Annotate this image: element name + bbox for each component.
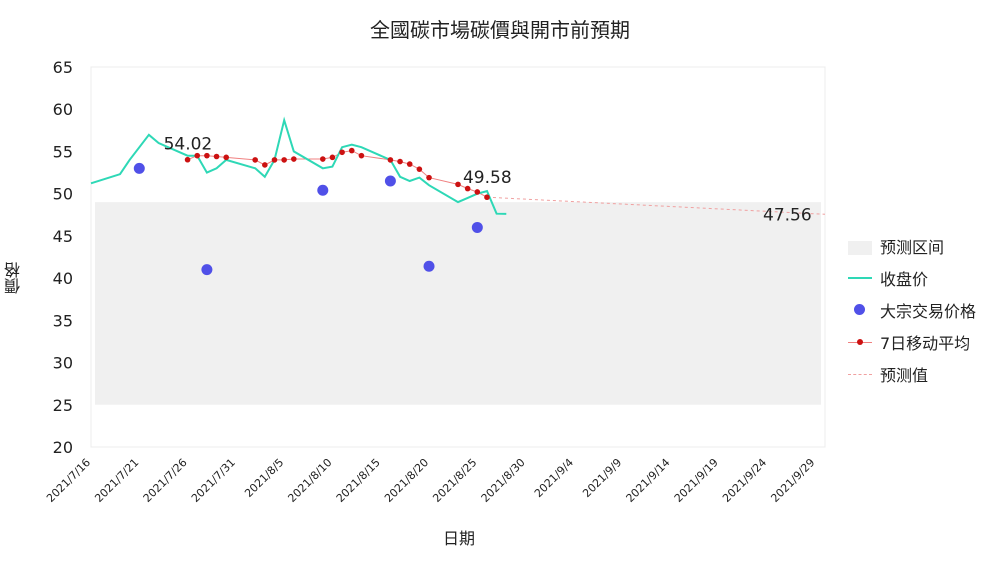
x-tick-label: 2021/9/14	[624, 456, 673, 505]
x-tick-label: 2021/8/25	[430, 456, 479, 505]
moving-average-point	[464, 185, 471, 192]
x-tick-label: 2021/7/31	[189, 456, 238, 505]
moving-average-point	[213, 153, 220, 160]
block-trade-point	[423, 260, 435, 272]
moving-average-point	[474, 189, 481, 195]
y-tick-label: 55	[53, 142, 73, 161]
x-tick-label: 2021/9/9	[580, 456, 624, 500]
y-tick-label: 40	[53, 269, 73, 288]
block-trade-point	[471, 221, 483, 233]
legend-item-close: 收盘价	[848, 262, 998, 294]
moving-average-point	[194, 152, 201, 159]
moving-average-point	[291, 156, 297, 162]
x-tick-label: 2021/8/30	[479, 456, 528, 505]
block-trade-point	[133, 162, 145, 174]
y-tick-label: 20	[53, 438, 73, 457]
legend-label: 大宗交易价格	[880, 302, 977, 321]
moving-average-point	[387, 157, 394, 163]
moving-average-point	[484, 194, 490, 201]
legend-label: 预测区间	[880, 238, 945, 257]
legend-label: 收盘价	[880, 270, 929, 289]
x-tick-label: 2021/8/20	[382, 456, 431, 505]
forecast-line	[486, 196, 826, 215]
x-tick-label: 2021/9/29	[768, 456, 817, 505]
x-tick-label: 2021/7/16	[44, 456, 93, 505]
line-swatch	[848, 268, 872, 288]
moving-average-point	[271, 157, 278, 163]
value-annotation: 47.56	[763, 205, 812, 225]
moving-average-point	[281, 157, 287, 163]
moving-average-point	[223, 154, 230, 161]
y-tick-label: 65	[53, 58, 73, 77]
moving-average-point	[348, 147, 355, 154]
x-tick-label: 2021/8/10	[285, 456, 334, 505]
moving-average-point	[204, 152, 210, 159]
x-tick-label: 2021/9/4	[532, 456, 576, 500]
y-tick-label: 50	[53, 185, 73, 204]
block-trade-point	[384, 175, 396, 187]
x-tick-label: 2021/7/26	[141, 456, 190, 505]
moving-average-point	[426, 174, 432, 181]
x-tick-label: 2021/8/15	[334, 456, 383, 505]
moving-average-point	[319, 156, 326, 162]
moving-average-point	[455, 181, 461, 188]
y-tick-label: 25	[53, 396, 73, 415]
moving-average-point	[406, 161, 413, 167]
x-tick-label: 2021/8/5	[242, 456, 286, 500]
y-tick-label: 30	[53, 354, 73, 373]
forecast-band	[95, 202, 821, 405]
moving-average-point	[358, 152, 365, 159]
moving-average-point	[252, 157, 258, 163]
legend-item-band: 预测区间	[848, 230, 998, 262]
moving-average-point	[397, 158, 403, 165]
y-tick-label: 45	[53, 227, 73, 246]
value-annotation: 49.58	[463, 168, 512, 188]
y-tick-label: 35	[53, 311, 73, 330]
legend-item-forecast: 预测值	[848, 358, 998, 390]
x-axis-label: 日期	[442, 529, 475, 548]
moving-average-point	[339, 149, 345, 156]
x-tick-label: 2021/7/21	[92, 456, 141, 505]
block-trade-point	[201, 264, 213, 276]
moving-average-point	[184, 156, 191, 163]
moving-average-point	[329, 154, 336, 161]
y-tick-label: 60	[53, 100, 73, 119]
plot-area	[90, 66, 826, 448]
marker-line-swatch	[848, 332, 872, 352]
close-price-line	[90, 116, 507, 215]
block-trade-point	[317, 184, 329, 196]
legend-item-block-trade: 大宗交易价格	[848, 294, 998, 326]
dashed-swatch	[848, 364, 872, 384]
legend-item-moving-average: 7日移动平均	[848, 326, 998, 358]
legend-label: 预测值	[880, 366, 929, 385]
x-tick-label: 2021/9/24	[720, 456, 769, 505]
moving-average-point	[416, 166, 423, 172]
moving-average-point	[262, 162, 268, 168]
chart-title: 全國碳市場碳價與開市前預期	[370, 18, 630, 42]
x-tick-label: 2021/9/19	[672, 456, 721, 505]
value-annotation: 54.02	[164, 135, 213, 155]
band-swatch	[848, 240, 872, 255]
dot-swatch	[848, 300, 872, 320]
legend: 预测区间 收盘价 大宗交易价格 7日移动平均 预测值	[848, 230, 998, 390]
legend-label: 7日移动平均	[880, 334, 971, 353]
